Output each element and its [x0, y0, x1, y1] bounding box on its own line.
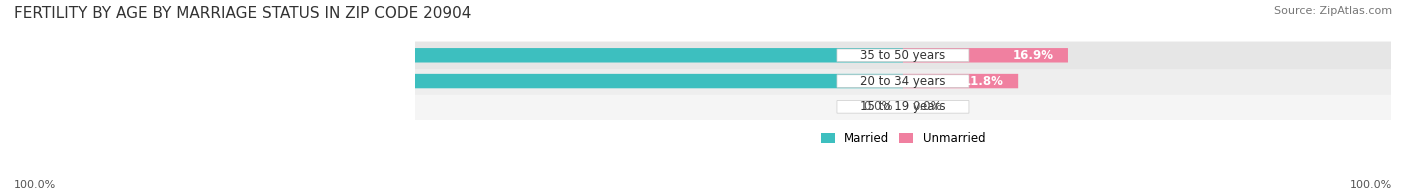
Text: 0.0%: 0.0%	[912, 100, 942, 113]
Text: 20 to 34 years: 20 to 34 years	[860, 74, 946, 88]
FancyBboxPatch shape	[903, 74, 1018, 88]
FancyBboxPatch shape	[42, 74, 903, 88]
Text: Source: ZipAtlas.com: Source: ZipAtlas.com	[1274, 6, 1392, 16]
Text: 88.2%: 88.2%	[56, 74, 97, 88]
Text: 35 to 50 years: 35 to 50 years	[860, 49, 946, 62]
Text: 83.1%: 83.1%	[107, 49, 148, 62]
FancyBboxPatch shape	[837, 75, 969, 87]
Text: 15 to 19 years: 15 to 19 years	[860, 100, 946, 113]
FancyBboxPatch shape	[415, 42, 1391, 69]
Text: 0.0%: 0.0%	[863, 100, 893, 113]
FancyBboxPatch shape	[903, 48, 1069, 63]
Legend: Married, Unmarried: Married, Unmarried	[821, 132, 986, 145]
Text: 16.9%: 16.9%	[1012, 49, 1053, 62]
Text: FERTILITY BY AGE BY MARRIAGE STATUS IN ZIP CODE 20904: FERTILITY BY AGE BY MARRIAGE STATUS IN Z…	[14, 6, 471, 21]
Text: 11.8%: 11.8%	[963, 74, 1004, 88]
FancyBboxPatch shape	[415, 93, 1391, 121]
Text: 100.0%: 100.0%	[14, 180, 56, 190]
FancyBboxPatch shape	[837, 49, 969, 62]
Text: 100.0%: 100.0%	[1350, 180, 1392, 190]
FancyBboxPatch shape	[91, 48, 903, 63]
FancyBboxPatch shape	[415, 67, 1391, 95]
FancyBboxPatch shape	[837, 101, 969, 113]
